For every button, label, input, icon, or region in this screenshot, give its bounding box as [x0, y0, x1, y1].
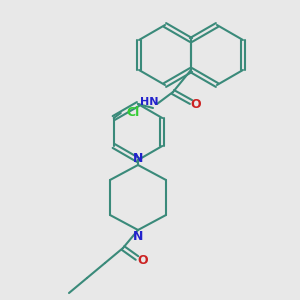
- Text: N: N: [133, 152, 143, 166]
- Text: N: N: [133, 230, 143, 242]
- Text: O: O: [191, 98, 201, 110]
- Text: Cl: Cl: [126, 106, 140, 119]
- Text: HN: HN: [140, 97, 158, 107]
- Text: O: O: [138, 254, 148, 266]
